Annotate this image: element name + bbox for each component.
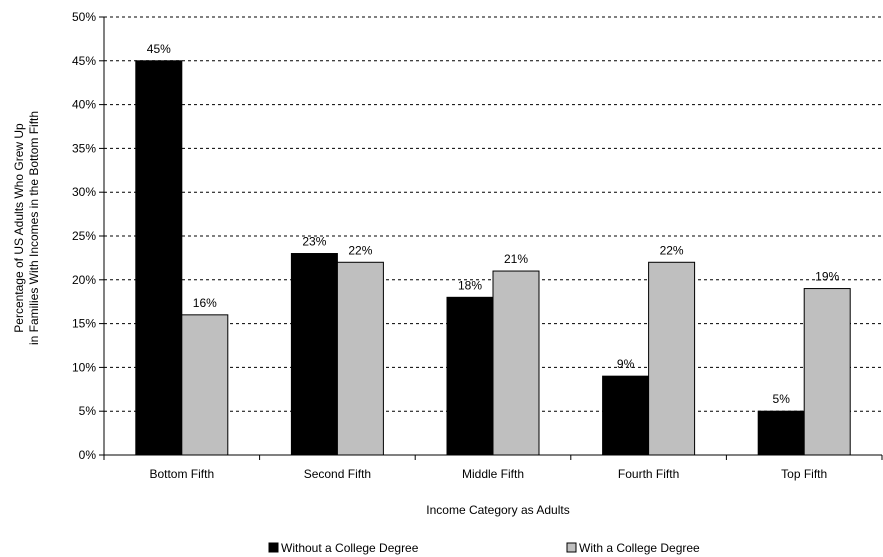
bar-with-degree: [803, 288, 851, 456]
bar-without-degree: [602, 375, 650, 456]
data-label: 22%: [660, 243, 684, 257]
bar-with-degree: [181, 314, 229, 456]
y-tick-label: 0%: [79, 448, 97, 462]
bar-with-degree: [492, 270, 540, 456]
bar-without-degree: [135, 60, 183, 456]
x-tick-label: Middle Fifth: [462, 467, 524, 481]
x-tick-label: Bottom Fifth: [149, 467, 214, 481]
x-tick-label: Fourth Fifth: [618, 467, 679, 481]
y-tick-label: 25%: [72, 229, 96, 243]
x-tick-label: Second Fifth: [304, 467, 371, 481]
legend-label-with-degree: With a College Degree: [579, 541, 700, 555]
legend: Without a College Degree With a College …: [268, 541, 700, 555]
legend-label-without-degree: Without a College Degree: [281, 541, 419, 555]
bars: [135, 60, 851, 456]
data-label: 18%: [458, 278, 482, 292]
y-tick-label: 35%: [72, 141, 96, 155]
x-axis-ticks: Bottom Fifth Second Fifth Middle Fifth Four…: [103, 455, 883, 481]
data-label: 22%: [348, 243, 372, 257]
data-label: 19%: [815, 270, 839, 284]
data-label: 9%: [617, 357, 635, 371]
y-tick-label: 15%: [72, 317, 96, 331]
bar-without-degree: [446, 296, 494, 456]
x-axis-title: Income Category as Adults: [426, 503, 569, 517]
legend-swatch-with-degree: [566, 542, 577, 553]
legend-swatch-without-degree: [268, 542, 279, 553]
y-tick-label: 45%: [72, 54, 96, 68]
data-label: 21%: [504, 252, 528, 266]
y-tick-label: 20%: [72, 273, 96, 287]
y-tick-label: 10%: [72, 360, 96, 374]
y-tick-label: 40%: [72, 98, 96, 112]
bar-without-degree: [290, 253, 338, 456]
bar-without-degree: [757, 410, 805, 456]
gridlines: [104, 16, 882, 412]
bar-with-degree: [336, 261, 384, 456]
y-axis-ticks: 0% 5% 10% 15% 20% 25% 30% 35% 40% 45% 50%: [72, 10, 104, 462]
data-label: 16%: [193, 296, 217, 310]
data-labels: 45% 16% 23% 22% 18% 21% 9% 22% 5% 19%: [147, 42, 840, 406]
y-axis-title-line-1: Percentage of US Adults Who Grew Up: [12, 123, 26, 333]
bar-with-degree: [648, 261, 696, 456]
data-label: 23%: [302, 235, 326, 249]
data-label: 5%: [773, 392, 791, 406]
y-tick-label: 50%: [72, 10, 96, 24]
y-tick-label: 5%: [79, 404, 97, 418]
y-tick-label: 30%: [72, 185, 96, 199]
data-label: 45%: [147, 42, 171, 56]
y-axis-title-line-2: in Families With Incomes in the Bottom F…: [27, 111, 41, 345]
x-tick-label: Top Fifth: [781, 467, 827, 481]
